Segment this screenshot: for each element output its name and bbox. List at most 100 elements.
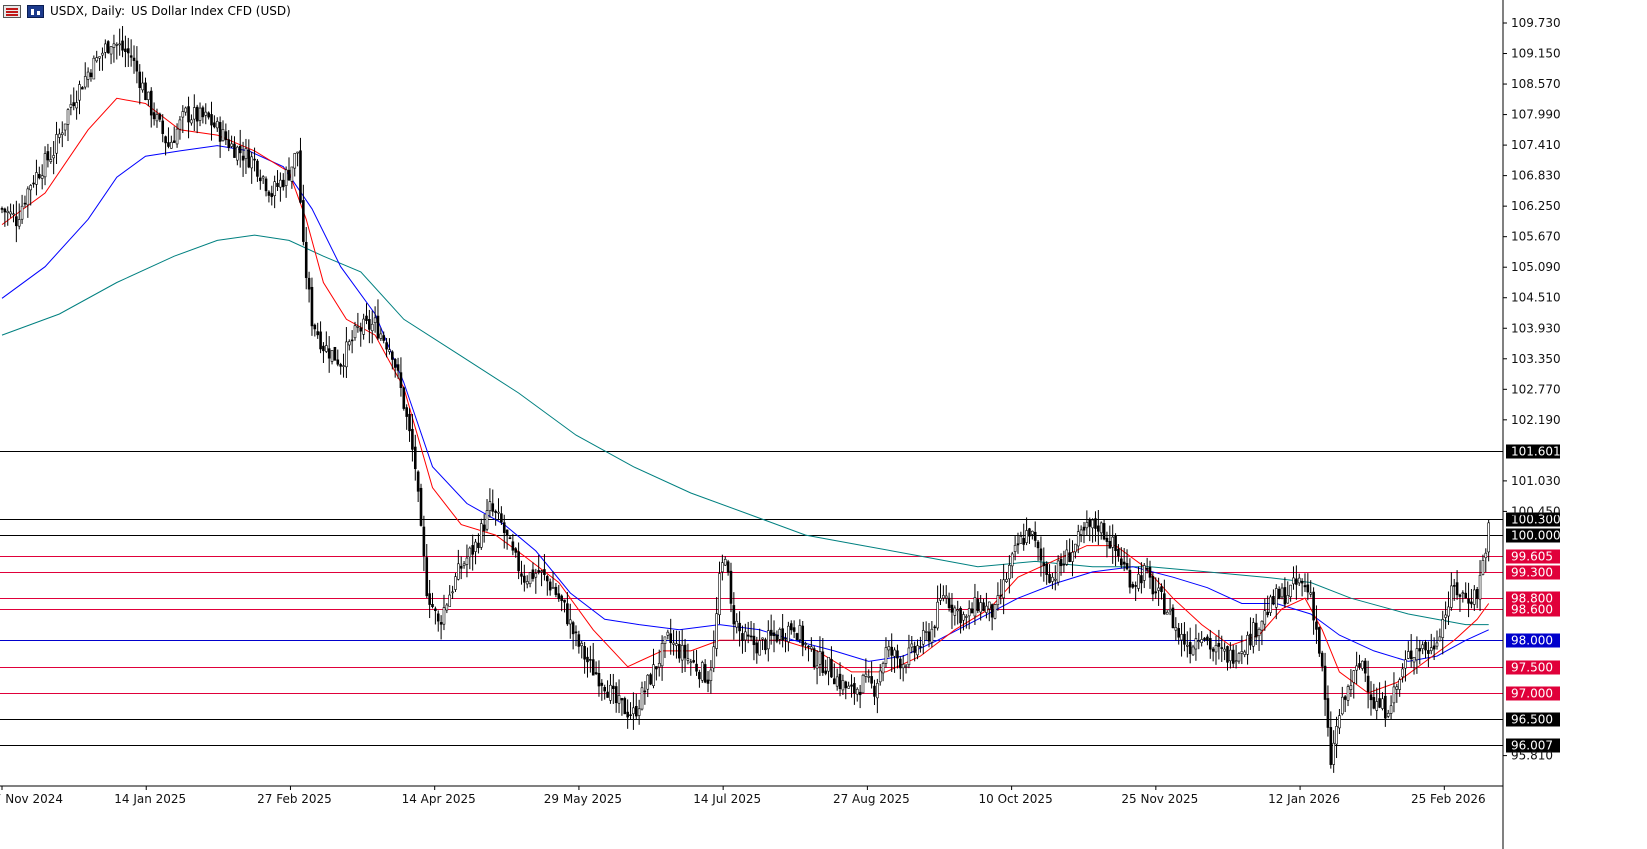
candle-bull (528, 572, 532, 585)
level-label-99.300: 99.300 (1511, 566, 1553, 580)
candle-bull (1444, 614, 1447, 618)
candle-bull (761, 637, 764, 640)
candle-bull (1025, 530, 1028, 543)
candle-bull (1002, 579, 1005, 599)
candle-bear (976, 599, 980, 611)
time-tick-label: 25 Feb 2026 (1411, 792, 1486, 806)
candle-bull (1234, 660, 1238, 663)
candle-bull (525, 581, 529, 585)
candle-bull (646, 674, 650, 690)
candle-bull (370, 323, 374, 332)
candle-bear (655, 666, 658, 670)
candle-bull (112, 43, 116, 48)
candle-bull (580, 642, 584, 647)
candle-bear (795, 633, 799, 640)
candle-bull (442, 607, 446, 625)
candle-bull (104, 43, 107, 53)
candle-bear (471, 545, 474, 555)
candle-bull (1197, 640, 1201, 643)
candle-bull (827, 656, 830, 672)
indicator-list-icon[interactable] (3, 4, 21, 18)
candle-bear (574, 631, 578, 634)
candle-bear (158, 113, 162, 120)
candle-bull (17, 219, 21, 227)
candle-bear (746, 634, 750, 637)
candle-bull (250, 156, 253, 169)
candle-bear (830, 659, 833, 678)
candle-bull (867, 676, 871, 678)
candle-bear (1226, 646, 1229, 663)
candle-bull (330, 350, 334, 362)
candle-bull (766, 630, 770, 650)
candle-bull (1085, 522, 1089, 529)
candle-bull (1223, 648, 1226, 652)
candle-bull (758, 640, 761, 656)
candle-bull (884, 647, 888, 664)
time-tick-label: 27 Aug 2025 (833, 792, 910, 806)
candle-bull (485, 510, 489, 530)
candle-bear (623, 698, 627, 715)
symbol-description: US Dollar Index CFD (USD) (131, 4, 291, 18)
candle-bull (810, 646, 813, 650)
candle-bull (448, 594, 452, 607)
candle-bull (1340, 696, 1344, 715)
candle-bear (1384, 695, 1387, 719)
candle-bull (109, 46, 113, 55)
candle-bear (1458, 594, 1462, 597)
candle-bull (1053, 578, 1057, 581)
candle-bear (614, 686, 618, 704)
candle-bull (878, 670, 882, 683)
candle-bear (1188, 642, 1192, 654)
candle-bull (296, 151, 299, 154)
candle-bear (1097, 525, 1100, 532)
candle-bull (942, 595, 945, 599)
candle-bear (459, 565, 463, 569)
candle-bull (43, 153, 47, 178)
candle-bear (227, 139, 231, 148)
one-click-trading-icon[interactable] (27, 4, 44, 18)
candle-bull (993, 604, 997, 619)
candle-bear (698, 671, 701, 680)
candle-bull (540, 570, 543, 573)
candle-bear (520, 573, 523, 577)
candle-bull (457, 563, 460, 580)
candle-bull (689, 661, 693, 664)
candle-bear (1318, 627, 1321, 654)
level-label-100.000: 100.000 (1511, 529, 1561, 543)
candle-bull (1180, 634, 1183, 641)
sma-slow-line (1, 234, 1489, 626)
candle-bear (491, 503, 495, 512)
candle-bear (1163, 593, 1166, 615)
candle-bear (1283, 587, 1287, 605)
candle-bear (706, 679, 710, 684)
candle-bull (1401, 668, 1404, 678)
candle-bear (333, 346, 337, 361)
candle-bear (106, 41, 110, 54)
candle-bear (1160, 586, 1163, 593)
candle-bear (531, 569, 535, 579)
candle-bear (431, 604, 434, 608)
candle-bear (603, 686, 607, 692)
candle-bull (115, 44, 119, 46)
candle-bull (190, 119, 193, 124)
candle-bear (267, 191, 271, 196)
candle-bear (1326, 698, 1330, 728)
candle-bull (718, 573, 721, 616)
candle-bull (1191, 646, 1195, 656)
level-label-99.605: 99.605 (1511, 550, 1553, 564)
candle-bear (164, 136, 167, 144)
candle-bull (1019, 535, 1023, 544)
candle-bear (336, 359, 340, 365)
candle-bear (1220, 647, 1224, 649)
candle-bear (1295, 578, 1298, 585)
candle-bull (49, 159, 53, 162)
candle-bear (425, 557, 429, 597)
candle-bull (904, 665, 908, 668)
candle-bear (669, 633, 673, 644)
candle-bear (1363, 660, 1367, 674)
candle-bull (1074, 543, 1077, 553)
candle-bull (244, 148, 248, 159)
candle-bull (1361, 660, 1364, 669)
candle-bear (302, 200, 305, 242)
